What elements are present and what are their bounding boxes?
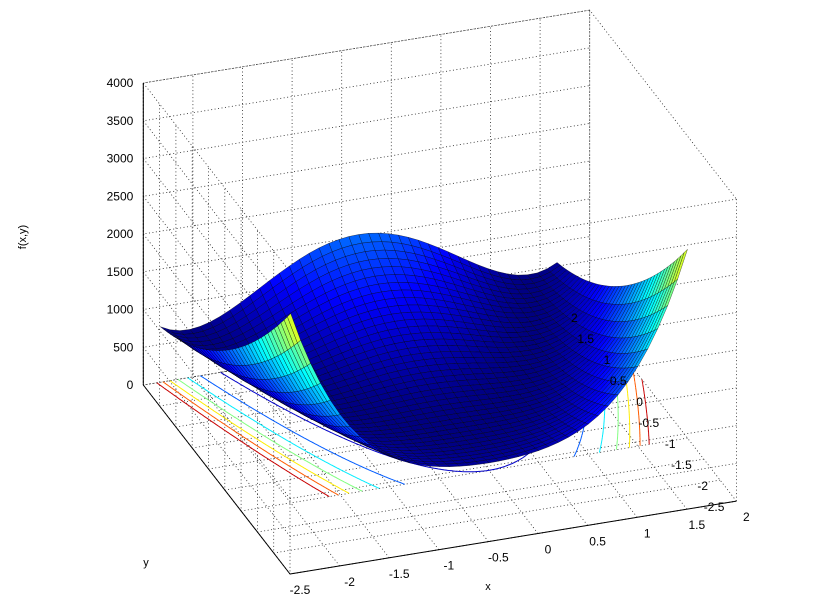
contour-line: [156, 379, 650, 498]
z-axis-label: f(x,y): [17, 225, 29, 249]
tick-labels: -2.5 -2 -1.5 -1 -0.5 0 0.5 1 1.5 2 -2.5 -2 -1.5 -1 -0.…: [107, 76, 750, 594]
x-tick-label: 1: [644, 526, 651, 540]
y-axis-line: [142, 384, 291, 575]
y-tick-label: -2: [697, 479, 708, 493]
x-tick-label: 2: [743, 510, 750, 524]
z-tick-label: 1500: [107, 265, 134, 279]
grid-line: [289, 463, 737, 537]
z-tick-label: 500: [113, 340, 133, 354]
surface-mesh: [160, 232, 688, 467]
x-axis-label: x: [485, 581, 491, 593]
x-tick-label: -2: [344, 575, 355, 589]
x-tick-label: 0: [545, 543, 552, 557]
y-tick-label: -1: [665, 437, 676, 451]
x-axis-line: [289, 500, 737, 575]
y-tick-label: 0.5: [610, 374, 627, 388]
x-tick-label: -1.5: [389, 567, 410, 581]
x-tick-label: -1: [443, 559, 454, 573]
z-tick-label: 0: [127, 378, 134, 392]
x-tick-label: -2.5: [290, 583, 311, 594]
z-tick-label: 3500: [107, 114, 134, 128]
z-tick-label: 2000: [107, 227, 134, 241]
z-tick-label: 4000: [107, 76, 134, 90]
z-tick-label: 3000: [107, 152, 134, 166]
surface-patch: [287, 313, 301, 344]
axis-layer: [142, 83, 737, 575]
grid-line: [142, 9, 590, 273]
y-tick-label: -1.5: [671, 458, 692, 472]
contour-line: [162, 367, 641, 496]
y-tick-label: 0: [636, 395, 643, 409]
y-tick-label: -0.5: [639, 416, 660, 430]
y-tick-label: 1.5: [577, 332, 594, 346]
y-tick-label: 1: [604, 353, 611, 367]
y-tick-label: -2.5: [704, 500, 725, 514]
box-edge: [143, 9, 737, 200]
y-axis-label: y: [143, 557, 149, 569]
y-tick-label: 2: [571, 311, 578, 325]
grid-line: [589, 10, 737, 502]
z-tick-label: 2500: [107, 189, 134, 203]
x-tick-label: 0.5: [589, 534, 606, 548]
z-tick-label: 1000: [107, 303, 134, 317]
x-tick-label: 1.5: [688, 518, 705, 532]
x-tick-label: -0.5: [488, 551, 509, 565]
contour-line: [177, 339, 619, 492]
